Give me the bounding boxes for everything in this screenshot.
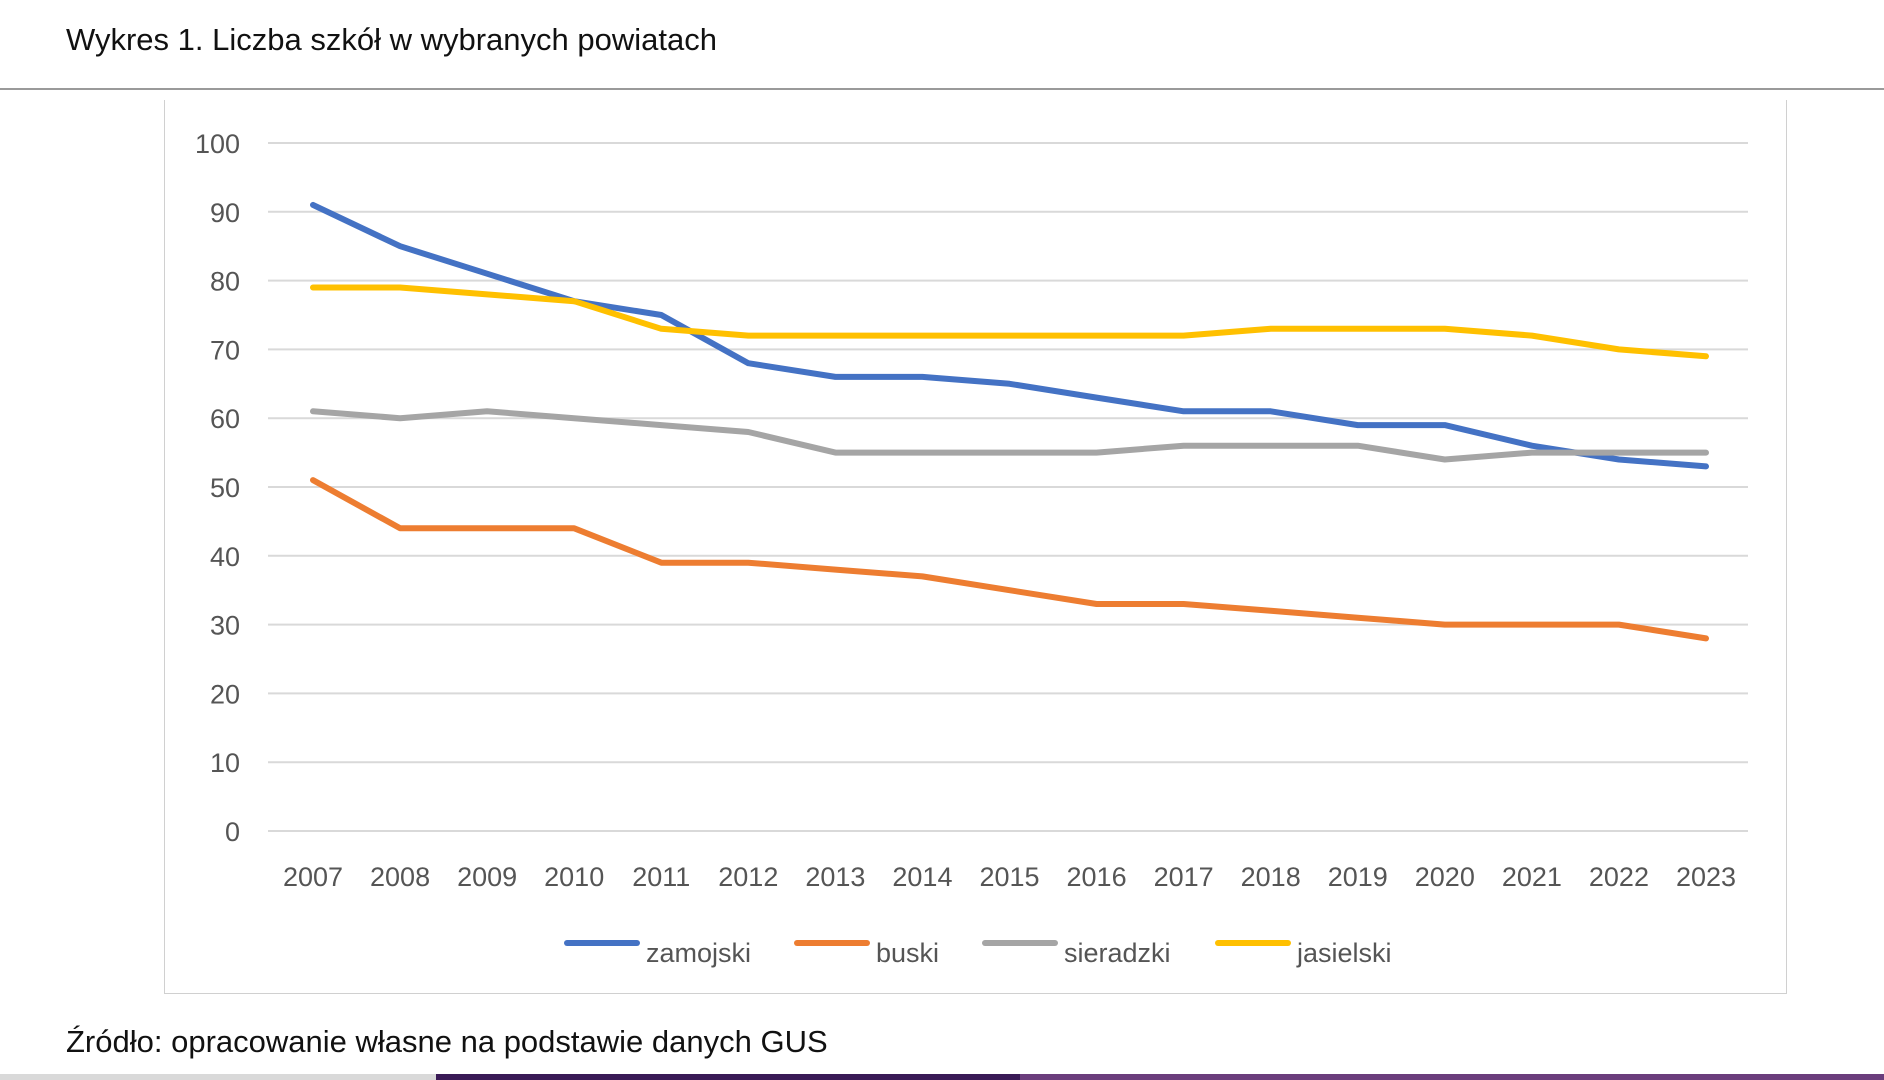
x-tick-label: 2017 [1154,862,1214,892]
y-axis-tick-labels: 0 10 20 30 40 50 60 70 80 90 100 [195,129,240,847]
y-tick-label: 70 [210,335,240,365]
series-lines [310,201,1709,642]
x-tick-label: 2014 [892,862,952,892]
legend-item-buski: buski [794,938,939,968]
x-tick-label: 2020 [1415,862,1475,892]
y-tick-label: 0 [225,817,240,847]
legend-label: buski [876,938,939,968]
x-axis-tick-labels: 2007 2008 2009 2010 2011 2012 2013 2014 2015 2016… [283,862,1736,892]
legend-item-jasielski: jasielski [1215,938,1392,968]
x-tick-label: 2013 [805,862,865,892]
y-tick-label: 90 [210,198,240,228]
gridlines [268,142,1748,832]
source-note: Źródło: opracowanie własne na podstawie … [66,1024,828,1059]
y-tick-label: 10 [210,748,240,778]
x-tick-label: 2009 [457,862,517,892]
bottom-strip [0,1074,1884,1080]
y-tick-label: 80 [210,267,240,297]
chart-caption-title: Wykres 1. Liczba szkół w wybranych powia… [66,22,717,57]
y-tick-label: 30 [210,611,240,641]
series-line-zamojski [310,201,1709,470]
series-line-jasielski [310,284,1709,360]
x-tick-label: 2007 [283,862,343,892]
x-tick-label: 2021 [1502,862,1562,892]
x-tick-label: 2012 [718,862,778,892]
y-tick-label: 100 [195,129,240,159]
x-tick-label: 2010 [544,862,604,892]
y-tick-label: 40 [210,542,240,572]
y-tick-label: 50 [210,473,240,503]
x-tick-label: 2015 [979,862,1039,892]
legend-label: zamojski [646,938,751,968]
x-tick-label: 2023 [1676,862,1736,892]
x-tick-label: 2018 [1241,862,1301,892]
y-tick-label: 20 [210,679,240,709]
legend-item-zamojski: zamojski [564,938,751,968]
x-tick-label: 2019 [1328,862,1388,892]
chart-frame [164,100,1787,994]
x-tick-label: 2016 [1067,862,1127,892]
series-line-sieradzki [310,408,1709,463]
series-line-buski [310,477,1709,642]
legend: zamojski buski sieradzki jasielski [564,938,1392,968]
x-tick-label: 2008 [370,862,430,892]
legend-label: sieradzki [1064,938,1171,968]
x-tick-label: 2022 [1589,862,1649,892]
y-tick-label: 60 [210,404,240,434]
header-divider [0,88,1884,90]
legend-label: jasielski [1296,938,1392,968]
x-tick-label: 2011 [632,862,690,892]
legend-item-sieradzki: sieradzki [982,938,1171,968]
